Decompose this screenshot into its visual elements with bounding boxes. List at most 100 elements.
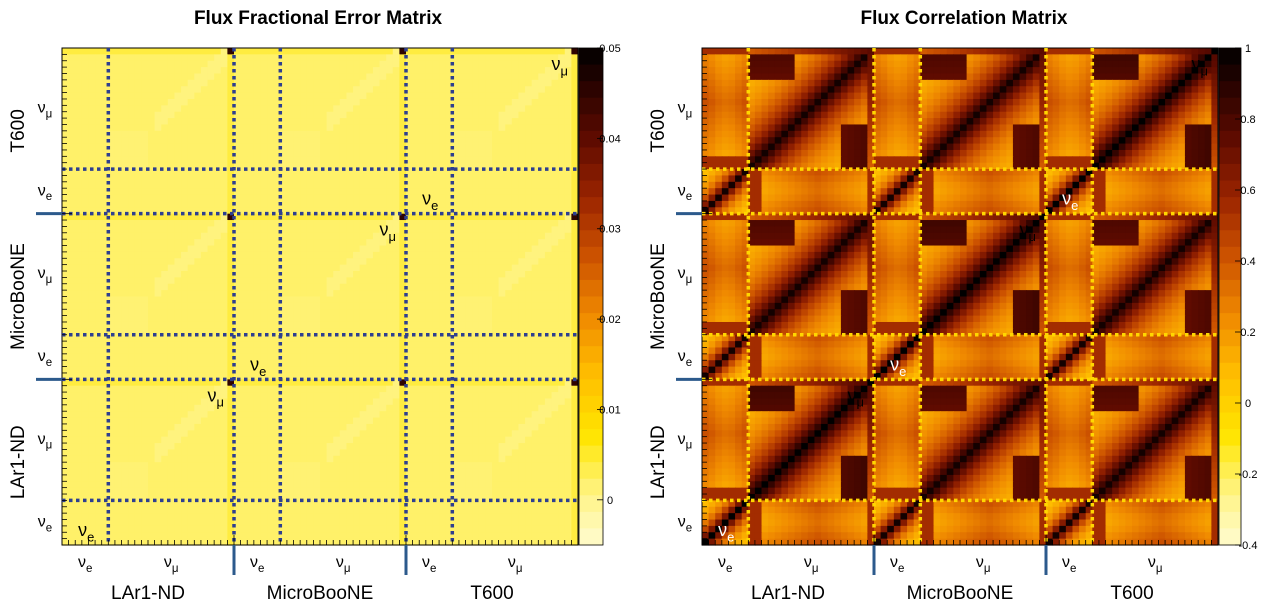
- heatmap-cell: [114, 86, 123, 94]
- heatmap-cell: [260, 105, 268, 113]
- heatmap-cell: [234, 251, 242, 259]
- heatmap-cell: [333, 398, 341, 406]
- heatmap-cell: [353, 392, 361, 400]
- heatmap-cell: [458, 411, 467, 419]
- heatmap-cell: [247, 347, 255, 355]
- heatmap-cell: [505, 245, 513, 253]
- heatmap-cell: [392, 264, 400, 272]
- heatmap-cell: [320, 430, 328, 438]
- heatmap-cell: [571, 366, 579, 374]
- heatmap-cell: [498, 105, 506, 113]
- heatmap-cell: [286, 347, 295, 355]
- heatmap-cell: [95, 130, 103, 138]
- heatmap-cell: [108, 372, 116, 380]
- heatmap-cell: [346, 118, 354, 126]
- heatmap-cell: [88, 341, 96, 349]
- heatmap-cell: [531, 258, 539, 266]
- heatmap-cell: [465, 169, 473, 177]
- heatmap-cell: [181, 449, 189, 457]
- heatmap-cell: [406, 232, 414, 240]
- heatmap-cell: [300, 111, 308, 119]
- heatmap-cell: [571, 353, 579, 361]
- heatmap-cell: [75, 169, 83, 177]
- heatmap-cell: [174, 239, 182, 247]
- heatmap-cell: [472, 436, 480, 444]
- heatmap-cell: [538, 239, 546, 247]
- heatmap-cell: [161, 245, 169, 253]
- heatmap-cell: [485, 341, 493, 349]
- heatmap-cell: [439, 372, 447, 380]
- heatmap-cell: [141, 366, 149, 374]
- heatmap-cell: [326, 143, 334, 151]
- heatmap-cell: [505, 251, 513, 259]
- heatmap-cell: [114, 347, 123, 355]
- heatmap-cell: [121, 181, 129, 189]
- heatmap-cell: [286, 48, 295, 55]
- heatmap-cell: [286, 328, 295, 336]
- heatmap-cell: [88, 162, 96, 170]
- heatmap-cell: [472, 443, 480, 451]
- heatmap-cell: [148, 347, 156, 355]
- heatmap-cell: [478, 181, 486, 189]
- heatmap-cell: [551, 207, 559, 215]
- heatmap-cell: [234, 86, 242, 94]
- heatmap-cell: [538, 372, 546, 380]
- heatmap-cell: [492, 309, 500, 317]
- heatmap-cell: [220, 392, 228, 400]
- heatmap-cell: [161, 149, 169, 157]
- heatmap-cell: [531, 334, 539, 342]
- heatmap-cell: [207, 430, 215, 438]
- heatmap-cell: [247, 264, 255, 272]
- heatmap-cell: [406, 194, 414, 202]
- heatmap-cell: [68, 423, 76, 431]
- heatmap-cell: [121, 430, 129, 438]
- heatmap-cell: [88, 213, 96, 221]
- heatmap-cell: [247, 79, 255, 87]
- heatmap-cell: [141, 98, 149, 106]
- heatmap-cell: [181, 277, 189, 285]
- heatmap-cell: [88, 392, 96, 400]
- heatmap-cell: [419, 181, 427, 189]
- heatmap-cell: [174, 328, 182, 336]
- heatmap-cell: [95, 398, 103, 406]
- heatmap-cell: [386, 149, 394, 157]
- heatmap-cell: [445, 54, 453, 62]
- heatmap-cell: [359, 366, 367, 374]
- heatmap-cell: [359, 353, 367, 361]
- heatmap-cell: [101, 175, 109, 183]
- heatmap-cell: [181, 296, 189, 304]
- heatmap-cell: [406, 86, 414, 94]
- heatmap-cell: [419, 423, 427, 431]
- heatmap-cell: [445, 149, 453, 157]
- heatmap-cell: [531, 162, 539, 170]
- heatmap-cell: [544, 283, 553, 291]
- heatmap-cell: [227, 220, 235, 228]
- heatmap-cell: [492, 194, 500, 202]
- heatmap-cell: [200, 143, 209, 151]
- heatmap-cell: [108, 156, 116, 164]
- heatmap-cell: [518, 360, 526, 368]
- heatmap-cell: [472, 353, 480, 361]
- heatmap-cell: [439, 194, 447, 202]
- heatmap-cell: [267, 417, 275, 425]
- heatmap-cell: [181, 417, 189, 425]
- heatmap-cell: [465, 118, 473, 126]
- heatmap-cell: [544, 86, 553, 94]
- heatmap-cell: [214, 48, 222, 55]
- heatmap-cell: [406, 111, 414, 119]
- heatmap-cell: [62, 430, 70, 438]
- heatmap-cell: [544, 73, 553, 81]
- heatmap-cell: [571, 347, 579, 355]
- heatmap-cell: [293, 385, 301, 393]
- heatmap-cell: [505, 143, 513, 151]
- heatmap-cell: [353, 48, 361, 55]
- heatmap-cell: [154, 423, 162, 431]
- heatmap-cell: [458, 111, 467, 119]
- heatmap-cell: [525, 264, 533, 272]
- heatmap-cell: [386, 105, 394, 113]
- heatmap-cell: [95, 372, 103, 380]
- heatmap-cell: [227, 124, 235, 132]
- heatmap-cell: [128, 347, 136, 355]
- heatmap-cell: [346, 188, 354, 196]
- heatmap-cell: [220, 302, 228, 310]
